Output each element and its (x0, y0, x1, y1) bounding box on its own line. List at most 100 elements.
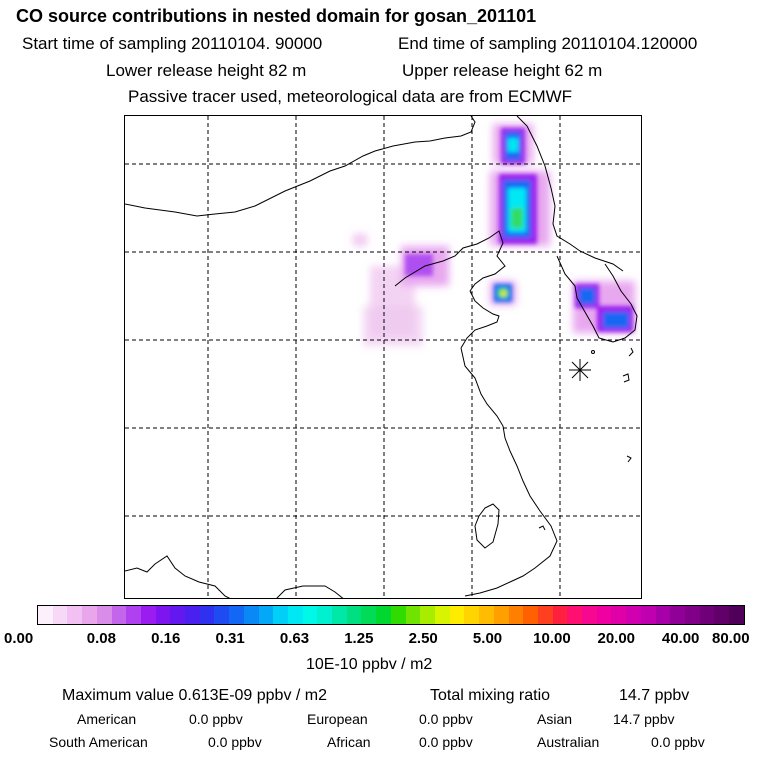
colorbar-segment (317, 606, 333, 624)
plume-layer (353, 124, 635, 346)
plume-shandong-yellow (501, 291, 506, 296)
colorbar-segment (376, 606, 391, 624)
colorbar-segment (508, 606, 524, 624)
colorbar (37, 605, 745, 625)
map-svg (125, 116, 641, 598)
colorbar-tick-label: 2.50 (408, 630, 438, 647)
region-value-australian: 0.0 ppbv (651, 734, 705, 750)
colorbar-segment (670, 606, 685, 624)
colorbar-segment (302, 606, 318, 624)
colorbar-segment (729, 606, 744, 624)
max-value-label: Maximum value 0.613E-09 ppbv / m2 (62, 687, 328, 704)
colorbar-segment (655, 606, 671, 624)
colorbar-tick-label: 80.00 (712, 630, 750, 647)
korea-west-coast (556, 255, 638, 343)
colorbar-segment (361, 606, 377, 624)
plume-west-2 (363, 306, 423, 346)
colorbar-segment (126, 606, 141, 624)
colorbar-tick-label: 0.16 (151, 630, 181, 647)
region-value-south-american: 0.0 ppbv (208, 734, 262, 750)
colorbar-tick-label: 1.25 (344, 630, 374, 647)
northeast-border (516, 116, 624, 272)
colorbar-segment (199, 606, 215, 624)
colorbar-segment (714, 606, 730, 624)
colorbar-segment (67, 606, 83, 624)
shandong-coast (460, 290, 500, 349)
colorbar-segment (287, 606, 303, 624)
colorbar-segment (243, 606, 259, 624)
region-name-african: African (327, 734, 371, 750)
colorbar-segment (390, 606, 406, 624)
colorbar-segment (214, 606, 230, 624)
colorbar-segment (567, 606, 583, 624)
start-time-label: Start time of sampling 20110104. 90000 (22, 34, 323, 53)
hainan-region (276, 585, 344, 598)
colorbar-tick-label: 0.31 (215, 630, 245, 647)
colorbar-segment (626, 606, 641, 624)
region-name-european: European (307, 711, 368, 727)
lat-lon-grid (125, 116, 641, 598)
tracer-note: Passive tracer used, meteorological data… (128, 87, 573, 106)
lower-release-label: Lower release height 82 m (106, 61, 307, 80)
receptor-asterisk-icon (569, 359, 591, 381)
colorbar-tick-label: 40.00 (661, 630, 700, 647)
colorbar-tick-label: 0.08 (86, 630, 116, 647)
plume-korea2-blue (603, 312, 629, 328)
colorbar-segment (140, 606, 156, 624)
colorbar-segment (464, 606, 480, 624)
coastlines (125, 116, 638, 598)
colorbar-segment (493, 606, 509, 624)
colorbar-tick-label: 20.00 (597, 630, 636, 647)
colorbar-segment (346, 606, 362, 624)
colorbar-tick-label: 5.00 (472, 630, 503, 647)
colorbar-segment (596, 606, 612, 624)
plume-top-cyan (508, 138, 518, 152)
bohai-coast (394, 230, 506, 292)
southwest-border (125, 555, 231, 598)
colorbar-segment (449, 606, 465, 624)
region-value-american: 0.0 ppbv (189, 711, 243, 727)
region-name-south-american: South American (49, 734, 148, 750)
colorbar-segment (479, 606, 494, 624)
colorbar-segment (332, 606, 347, 624)
colorbar-segment (258, 606, 274, 624)
region-value-asian: 14.7 ppbv (613, 711, 675, 727)
total-mixing-label: Total mixing ratio (430, 687, 551, 704)
region-value-european: 0.0 ppbv (419, 711, 473, 727)
colorbar-segment (640, 606, 656, 624)
colorbar-segment (537, 606, 553, 624)
region-value-african: 0.0 ppbv (419, 734, 473, 750)
colorbar-segment (155, 606, 171, 624)
colorbar-segment (582, 606, 597, 624)
colorbar-segment (523, 606, 538, 624)
end-time-label: End time of sampling 20110104.120000 (398, 34, 698, 53)
plume-west-4 (353, 234, 367, 246)
page-title: CO source contributions in nested domain… (16, 6, 537, 26)
plume-west-core (405, 254, 433, 276)
colorbar-tick-label: 0.63 (279, 630, 310, 647)
total-mixing-value: 14.7 ppbv (619, 687, 690, 704)
colorbar-segment (170, 606, 186, 624)
region-name-american: American (77, 711, 137, 727)
colorbar-segment (229, 606, 244, 624)
colorbar-segment (684, 606, 700, 624)
colorbar-segment (52, 606, 68, 624)
colorbar-segment (38, 606, 53, 624)
colorbar-segment (185, 606, 200, 624)
jeju-island (591, 350, 595, 354)
taiwan (474, 503, 500, 549)
japan-islands (538, 347, 634, 531)
colorbar-segment (273, 606, 288, 624)
colorbar-segment (82, 606, 97, 624)
colorbar-unit-label: 10E-10 ppbv / m2 (306, 656, 433, 673)
plume-korea-blue (579, 288, 595, 304)
colorbar-segment (552, 606, 568, 624)
colorbar-tick-label: 0.00 (4, 630, 34, 647)
region-name-asian: Asian (537, 711, 573, 727)
mongolia-border (125, 116, 476, 217)
china-east-coast (460, 347, 558, 597)
plume-north-green (511, 208, 523, 228)
colorbar-tick-label: 10.00 (533, 630, 571, 647)
colorbar-segment (611, 606, 627, 624)
colorbar-segment (96, 606, 112, 624)
